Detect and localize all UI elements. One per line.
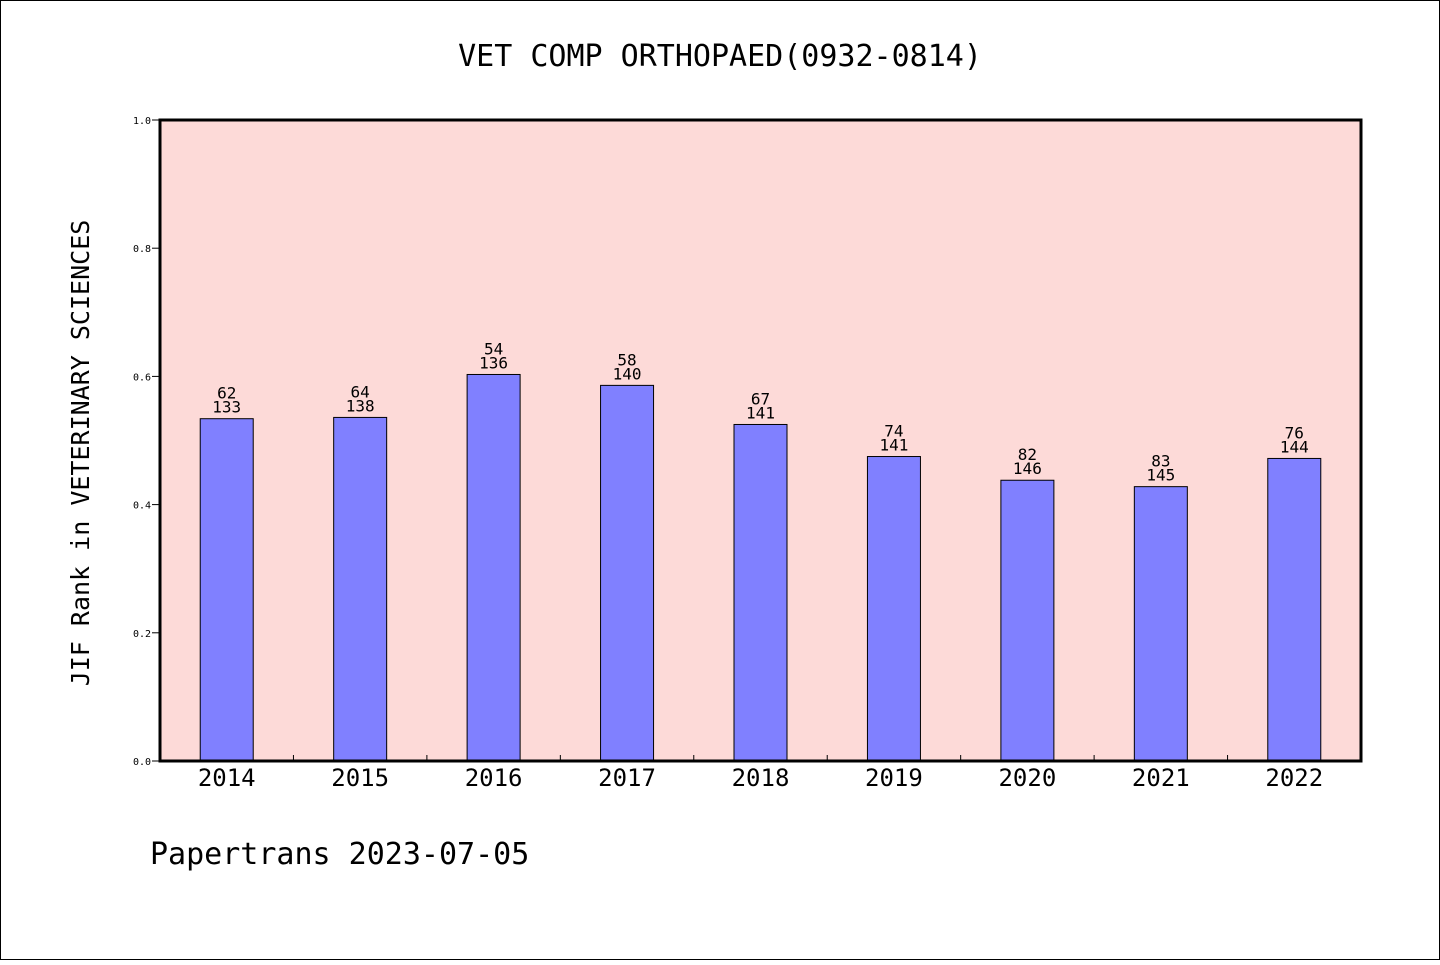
bar-rank-label: 64 <box>351 382 370 401</box>
x-tick-label: 2015 <box>331 764 389 792</box>
x-tick-label: 2021 <box>1132 764 1190 792</box>
y-axis-label: JIF Rank in VETERINARY SCIENCES <box>66 220 95 687</box>
bar-total-label: 141 <box>879 436 908 455</box>
bar-total-label: 140 <box>613 364 642 383</box>
y-tick-label: 0.6 <box>133 372 151 383</box>
footer-source-label: Papertrans 2023-07-05 <box>150 837 529 872</box>
y-tick-label: 0.4 <box>133 501 151 512</box>
bar-2018 <box>733 423 788 762</box>
bar-rank-label: 54 <box>484 339 503 358</box>
x-tick-label: 2020 <box>998 764 1056 792</box>
bar-2016 <box>466 373 521 762</box>
bar-rank-label: 76 <box>1285 423 1304 442</box>
bar-rank-label: 67 <box>751 389 770 408</box>
x-tick-label: 2014 <box>198 764 256 792</box>
bar-total-label: 145 <box>1146 466 1175 485</box>
bar-total-label: 144 <box>1280 437 1309 456</box>
bar-2021 <box>1133 486 1188 762</box>
plot-frame <box>158 118 1363 763</box>
y-tick-label: 1.0 <box>133 116 151 127</box>
chart-title: VET COMP ORTHOPAED(0932-0814) <box>458 39 982 74</box>
bar-2019 <box>866 456 921 762</box>
x-tick-label: 2016 <box>465 764 523 792</box>
bar-2022 <box>1267 457 1322 762</box>
bar-2020 <box>1000 479 1055 762</box>
bar-series <box>199 373 1322 762</box>
x-tick-label: 2022 <box>1265 764 1323 792</box>
bar-rank-label: 83 <box>1151 452 1170 471</box>
bar-2014 <box>199 418 254 762</box>
x-tick-label: 2018 <box>732 764 790 792</box>
bar-rank-label: 58 <box>617 350 636 369</box>
y-tick-label: 0.8 <box>133 244 151 255</box>
y-tick-label: 0.2 <box>133 629 151 640</box>
bar-2017 <box>600 384 655 762</box>
bar-total-label: 136 <box>479 353 508 372</box>
y-tick-label: 0.0 <box>133 757 151 768</box>
bar-2015 <box>333 416 388 762</box>
x-tick-label: 2019 <box>865 764 923 792</box>
bar-rank-label: 62 <box>217 384 236 403</box>
bar-total-label: 146 <box>1013 459 1042 478</box>
bar-total-label: 138 <box>346 396 375 415</box>
bar-rank-label: 82 <box>1018 445 1037 464</box>
bar-rank-label: 74 <box>884 422 903 441</box>
x-tick-label: 2017 <box>598 764 656 792</box>
x-axis: 2014 2015 2016 2017 2018 2019 2020 2021 2022 <box>198 755 1323 792</box>
bar-total-label: 133 <box>212 398 241 417</box>
bar-total-label: 141 <box>746 403 775 422</box>
